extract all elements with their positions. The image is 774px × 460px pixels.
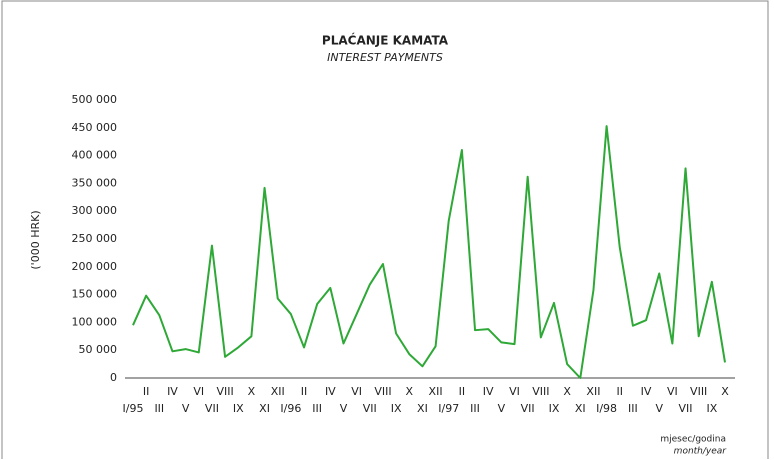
x-tick-label: VIII xyxy=(374,385,391,398)
y-tick-label: 50 000 xyxy=(79,343,118,356)
x-tick-label: VIII xyxy=(690,385,707,398)
chart-title: PLAĆANJE KAMATA xyxy=(322,33,449,48)
x-tick-label: III xyxy=(470,402,480,415)
x-tick-label: IV xyxy=(641,385,652,398)
x-tick-label: VI xyxy=(193,385,204,398)
y-tick-label: 200 000 xyxy=(72,260,118,273)
x-tick-label: V xyxy=(655,402,663,415)
y-tick-label: 100 000 xyxy=(72,315,118,328)
x-tick-label: III xyxy=(154,402,164,415)
x-tick-label: IX xyxy=(391,402,402,415)
x-tick-label: VI xyxy=(509,385,520,398)
x-axis-label: mjesec/godina xyxy=(660,435,726,445)
x-tick-label: III xyxy=(312,402,322,415)
x-tick-label: IV xyxy=(325,385,336,398)
x-tick-label: IX xyxy=(233,402,244,415)
x-tick-label: VI xyxy=(351,385,362,398)
x-tick-label: I/97 xyxy=(438,402,459,415)
x-tick-label: VIII xyxy=(532,385,549,398)
x-tick-label: V xyxy=(498,402,506,415)
x-tick-label: XII xyxy=(271,385,285,398)
line xyxy=(132,125,726,379)
x-tick-label: VII xyxy=(521,402,535,415)
x-axis-label-en: month/year xyxy=(674,447,728,457)
x-tick-label: XI xyxy=(259,402,270,415)
x-tick-label: X xyxy=(405,385,413,398)
x-tick-label: VII xyxy=(205,402,219,415)
x-tick-label: III xyxy=(628,402,638,415)
y-tick-label: 0 xyxy=(110,371,117,384)
x-tick-label: II xyxy=(617,385,624,398)
y-tick-label: 400 000 xyxy=(72,149,118,162)
x-tick-label: IX xyxy=(706,402,717,415)
y-tick-label: 150 000 xyxy=(72,288,118,301)
x-tick-label: I/98 xyxy=(596,402,617,415)
x-tick-label: IX xyxy=(549,402,560,415)
y-tick-label: 500 000 xyxy=(72,93,118,106)
x-tick-label: II xyxy=(301,385,308,398)
chart-subtitle: INTEREST PAYMENTS xyxy=(327,51,443,64)
x-tick-label: X xyxy=(721,385,729,398)
x-tick-label: IV xyxy=(167,385,178,398)
y-tick-label: 300 000 xyxy=(72,204,118,217)
x-tick-label: X xyxy=(563,385,571,398)
x-tick-label: II xyxy=(459,385,466,398)
y-tick-label: 450 000 xyxy=(72,121,118,134)
x-tick-label: IV xyxy=(483,385,494,398)
x-tick-label: I/96 xyxy=(280,402,301,415)
x-tick-label: II xyxy=(143,385,150,398)
x-tick-label: XI xyxy=(417,402,428,415)
x-tick-label: VI xyxy=(667,385,678,398)
x-tick-label: XII xyxy=(429,385,443,398)
y-tick-label: 250 000 xyxy=(72,232,118,245)
x-tick-label: VIII xyxy=(216,385,233,398)
x-tick-label: V xyxy=(340,402,348,415)
x-tick-label: I/95 xyxy=(123,402,144,415)
x-tick-label: XI xyxy=(575,402,586,415)
y-axis-label: ('000 HRK) xyxy=(29,210,42,269)
x-tick-label: V xyxy=(182,402,190,415)
x-tick-label: VII xyxy=(679,402,693,415)
y-tick-label: 350 000 xyxy=(72,176,118,189)
x-tick-label: VII xyxy=(363,402,377,415)
x-tick-label: XII xyxy=(586,385,600,398)
x-tick-label: X xyxy=(248,385,256,398)
